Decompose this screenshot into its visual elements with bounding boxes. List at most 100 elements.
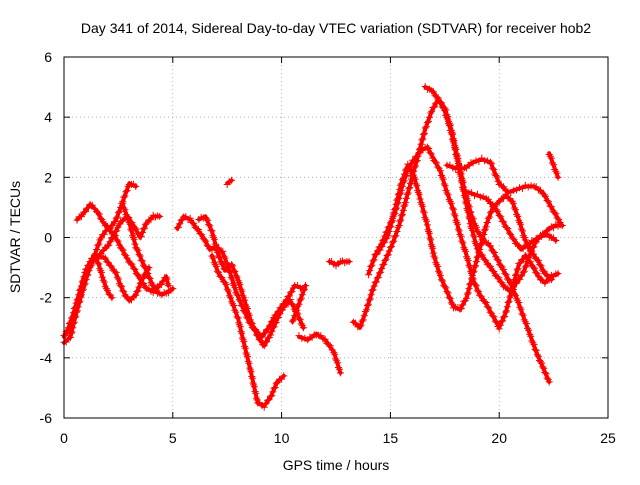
data-point [95, 240, 103, 248]
data-point [395, 190, 403, 198]
data-point [504, 299, 512, 306]
data-point [547, 276, 555, 284]
data-point [476, 241, 484, 249]
data-point [496, 278, 504, 286]
data-point [451, 212, 459, 220]
data-point [275, 314, 283, 321]
data-point [360, 312, 368, 320]
series-t13 [326, 257, 353, 270]
data-point [472, 240, 480, 247]
data-point [529, 263, 537, 271]
data-point [146, 275, 154, 282]
data-point [113, 273, 121, 281]
data-point [457, 232, 465, 240]
data-point [525, 326, 533, 334]
data-point [94, 259, 102, 267]
data-point [449, 135, 457, 143]
data-point [402, 199, 410, 207]
data-point [484, 195, 492, 203]
data-point [504, 225, 512, 233]
data-point [297, 295, 305, 303]
data-point [490, 249, 498, 256]
data-point [444, 289, 452, 297]
data-point [411, 175, 419, 183]
data-point [164, 280, 172, 288]
data-point [450, 210, 458, 218]
data-point [205, 221, 213, 229]
data-point [95, 260, 103, 268]
data-point [246, 364, 254, 372]
data-point [460, 244, 468, 252]
data-point [547, 154, 555, 162]
data-point [139, 225, 147, 233]
data-point [79, 283, 87, 291]
data-point [554, 173, 562, 181]
data-point [553, 214, 561, 222]
data-point [531, 345, 539, 353]
data-point [553, 169, 561, 177]
data-point [118, 245, 126, 253]
data-point [484, 157, 492, 165]
data-point [248, 373, 256, 380]
data-point [136, 279, 144, 287]
data-point [173, 224, 181, 232]
data-point [424, 226, 432, 234]
data-point [422, 123, 430, 131]
data-point [470, 233, 478, 241]
data-point [376, 246, 384, 254]
data-point [530, 341, 538, 349]
data-point [368, 261, 376, 269]
data-point [410, 156, 418, 164]
data-point [243, 305, 251, 312]
data-point [481, 226, 488, 234]
data-point [472, 258, 480, 266]
data-point [260, 403, 268, 411]
data-point [467, 223, 475, 231]
data-point [386, 223, 394, 231]
data-point [330, 348, 338, 356]
data-point [113, 227, 121, 235]
data-point [229, 280, 237, 288]
data-point [420, 209, 428, 217]
data-point [223, 285, 231, 293]
data-point [83, 268, 91, 276]
data-point [233, 273, 241, 281]
data-point [454, 220, 462, 228]
data-point [391, 233, 399, 241]
data-point [506, 279, 514, 287]
data-point [287, 288, 295, 296]
data-point [215, 252, 222, 260]
data-point [531, 264, 538, 272]
data-point [289, 301, 297, 309]
data-point [211, 240, 219, 248]
data-point [385, 228, 393, 235]
data-point [459, 239, 467, 247]
data-point [219, 260, 227, 268]
data-point [435, 267, 443, 275]
data-point [136, 233, 144, 241]
data-point [532, 347, 540, 355]
data-point [86, 264, 94, 272]
data-point [468, 274, 476, 282]
data-point [463, 253, 471, 261]
data-point [521, 236, 529, 244]
data-point [234, 314, 242, 322]
data-point [140, 274, 148, 282]
data-point [97, 267, 105, 275]
data-point [372, 278, 380, 286]
data-point [510, 235, 518, 243]
data-point [365, 296, 373, 304]
data-point [116, 208, 123, 216]
data-point [301, 334, 309, 342]
y-tick-label: -6 [40, 410, 53, 426]
data-point [299, 286, 307, 294]
data-point [476, 246, 484, 253]
data-point [494, 256, 502, 264]
data-point [100, 278, 108, 286]
data-point [80, 279, 88, 287]
data-point [446, 121, 454, 129]
data-point [520, 267, 528, 275]
data-point [459, 301, 467, 309]
data-point [234, 277, 242, 285]
data-point [425, 229, 433, 237]
